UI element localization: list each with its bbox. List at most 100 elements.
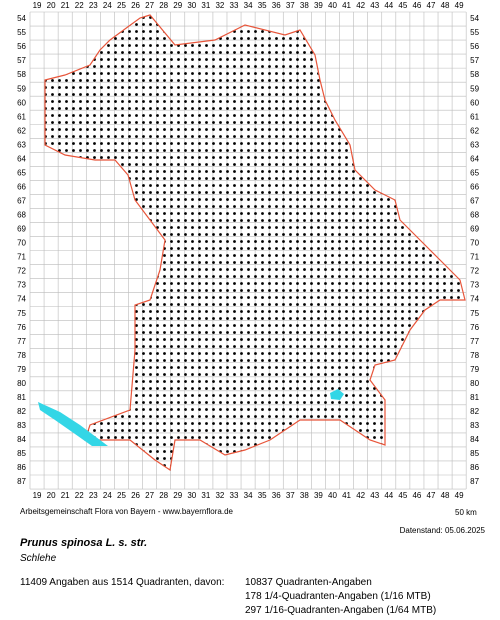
column-label: 45 bbox=[398, 491, 407, 500]
row-label: 80 bbox=[17, 379, 26, 388]
column-label: 31 bbox=[201, 1, 210, 10]
column-label: 30 bbox=[187, 491, 196, 500]
column-label: 22 bbox=[75, 1, 84, 10]
row-label: 60 bbox=[470, 98, 479, 107]
column-label: 38 bbox=[300, 491, 309, 500]
row-label: 79 bbox=[470, 365, 479, 374]
column-label: 46 bbox=[412, 1, 421, 10]
column-label: 35 bbox=[258, 1, 267, 10]
map: 0 19192020212122222323242425252626272728… bbox=[17, 1, 480, 500]
row-label: 87 bbox=[17, 477, 26, 486]
column-label: 44 bbox=[384, 491, 393, 500]
column-label: 35 bbox=[258, 491, 267, 500]
data-date: Datenstand: 05.06.2025 bbox=[399, 526, 485, 535]
row-label: 80 bbox=[470, 379, 479, 388]
row-label: 57 bbox=[470, 56, 479, 65]
column-label: 32 bbox=[215, 491, 224, 500]
row-label: 75 bbox=[17, 309, 26, 318]
row-label: 54 bbox=[470, 14, 479, 23]
summary: 11409 Angaben aus 1514 Quadranten, davon… bbox=[20, 577, 225, 588]
column-label: 20 bbox=[47, 1, 56, 10]
column-label: 42 bbox=[356, 491, 365, 500]
row-label: 67 bbox=[470, 197, 479, 206]
row-label: 85 bbox=[470, 449, 479, 458]
row-label: 83 bbox=[470, 421, 479, 430]
row-label: 55 bbox=[17, 28, 26, 37]
border bbox=[44, 14, 466, 472]
row-label: 73 bbox=[470, 281, 479, 290]
row-label: 82 bbox=[17, 407, 26, 416]
column-label: 25 bbox=[117, 491, 126, 500]
row-label: 55 bbox=[470, 28, 479, 37]
row-label: 68 bbox=[470, 211, 479, 220]
row-label: 62 bbox=[17, 126, 26, 135]
column-label: 29 bbox=[173, 1, 182, 10]
row-label: 62 bbox=[470, 126, 479, 135]
row-label: 81 bbox=[470, 393, 479, 402]
row-label: 74 bbox=[17, 295, 26, 304]
row-label: 64 bbox=[470, 154, 479, 163]
column-label: 33 bbox=[230, 1, 239, 10]
row-label: 65 bbox=[470, 168, 479, 177]
column-label: 30 bbox=[187, 1, 196, 10]
column-label: 36 bbox=[272, 1, 281, 10]
row-label: 69 bbox=[17, 225, 26, 234]
column-label: 22 bbox=[75, 491, 84, 500]
row-label: 84 bbox=[470, 435, 479, 444]
row-label: 77 bbox=[470, 337, 479, 346]
column-label: 45 bbox=[398, 1, 407, 10]
column-label: 47 bbox=[427, 1, 436, 10]
column-label: 33 bbox=[230, 491, 239, 500]
row-label: 72 bbox=[470, 267, 479, 276]
row-label: 70 bbox=[470, 239, 479, 248]
column-label: 27 bbox=[145, 491, 154, 500]
count: 178 1/4-Quadranten-Angaben (1/16 MTB) bbox=[245, 591, 431, 602]
column-label: 37 bbox=[286, 491, 295, 500]
row-label: 69 bbox=[470, 225, 479, 234]
occurrence-dots bbox=[45, 15, 465, 470]
column-label: 23 bbox=[89, 491, 98, 500]
column-label: 39 bbox=[314, 1, 323, 10]
column-label: 46 bbox=[412, 491, 421, 500]
row-label: 78 bbox=[470, 351, 479, 360]
row-label: 66 bbox=[470, 182, 479, 191]
column-label: 31 bbox=[201, 491, 210, 500]
column-label: 21 bbox=[61, 491, 70, 500]
row-label: 87 bbox=[470, 477, 479, 486]
column-label: 28 bbox=[159, 1, 168, 10]
row-label: 56 bbox=[17, 42, 26, 51]
row-label: 61 bbox=[17, 112, 26, 121]
column-label: 36 bbox=[272, 491, 281, 500]
common-name: Schlehe bbox=[20, 553, 57, 564]
count: 10837 Quadranten-Angaben bbox=[245, 577, 372, 588]
column-label: 26 bbox=[131, 1, 140, 10]
count: 297 1/16-Quadranten-Angaben (1/64 MTB) bbox=[245, 605, 437, 616]
column-label: 40 bbox=[328, 491, 337, 500]
credit: Arbeitsgemeinschaft Flora von Bayern - w… bbox=[20, 507, 233, 516]
row-label: 63 bbox=[17, 140, 26, 149]
row-label: 81 bbox=[17, 393, 26, 402]
row-label: 57 bbox=[17, 56, 26, 65]
scale-end: 50 km bbox=[455, 508, 477, 517]
row-label: 85 bbox=[17, 449, 26, 458]
column-label: 34 bbox=[244, 491, 253, 500]
column-label: 24 bbox=[103, 491, 112, 500]
column-label: 32 bbox=[215, 1, 224, 10]
column-label: 29 bbox=[173, 491, 182, 500]
column-label: 26 bbox=[131, 491, 140, 500]
column-label: 21 bbox=[61, 1, 70, 10]
column-label: 24 bbox=[103, 1, 112, 10]
row-label: 59 bbox=[17, 84, 26, 93]
column-label: 43 bbox=[370, 1, 379, 10]
column-label: 19 bbox=[33, 491, 42, 500]
species: Prunus spinosa L. s. str. bbox=[20, 537, 148, 549]
row-label: 73 bbox=[17, 281, 26, 290]
column-label: 48 bbox=[441, 491, 450, 500]
column-label: 23 bbox=[89, 1, 98, 10]
row-label: 72 bbox=[17, 267, 26, 276]
column-label: 39 bbox=[314, 491, 323, 500]
column-label: 49 bbox=[455, 491, 464, 500]
column-label: 38 bbox=[300, 1, 309, 10]
row-label: 78 bbox=[17, 351, 26, 360]
column-label: 40 bbox=[328, 1, 337, 10]
